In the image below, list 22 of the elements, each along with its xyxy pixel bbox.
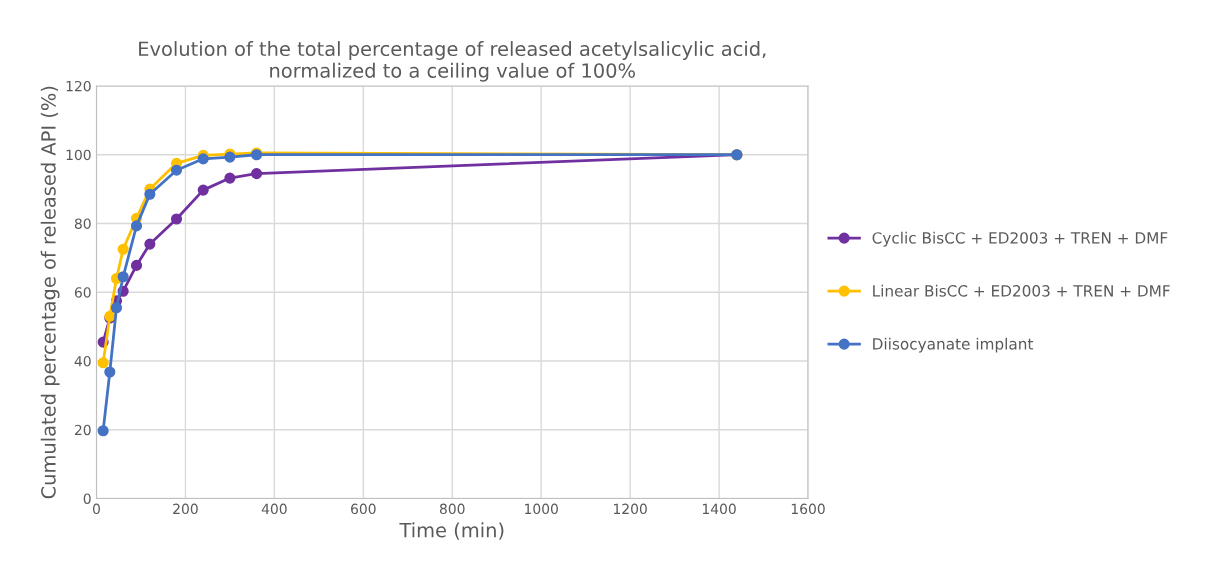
chart-title: Evolution of the total percentage of released acetylsalicylic acid, normalized to a ceiling value of 100% [139, 41, 766, 82]
x-tick-label: 0 [92, 503, 100, 515]
x-tick-label: 400 [261, 503, 287, 515]
x-tick-label: 1600 [791, 503, 825, 515]
y-tick-label: 60 [74, 287, 91, 298]
x-tick-label: 1200 [613, 503, 647, 515]
x-axis-title: Time (min) [399, 522, 504, 540]
x-tick-label: 1000 [525, 503, 558, 515]
x-tick-label: 600 [351, 503, 376, 515]
y-tick-label: 120 [66, 80, 91, 92]
x-tick-label: 1400 [702, 503, 736, 515]
y-tick-label: 40 [74, 355, 91, 367]
x-tick-label: 200 [173, 503, 198, 515]
y-tick-label: 20 [74, 424, 91, 436]
y-tick-label: 100 [66, 149, 91, 161]
legend-label: Linear BisCC + ED2003 + TREN + DMF [873, 284, 1170, 297]
y-axis-title: Cumulated percentage of released API (%) [40, 86, 60, 499]
y-tick-label: 0 [83, 493, 91, 504]
y-tick-label: 80 [74, 218, 91, 229]
legend-label: Diisocyanate implant [873, 337, 1034, 353]
legend-label: Cyclic BisCC + ED2003 + TREN + DMF [872, 231, 1168, 247]
x-tick-label: 800 [439, 503, 465, 515]
